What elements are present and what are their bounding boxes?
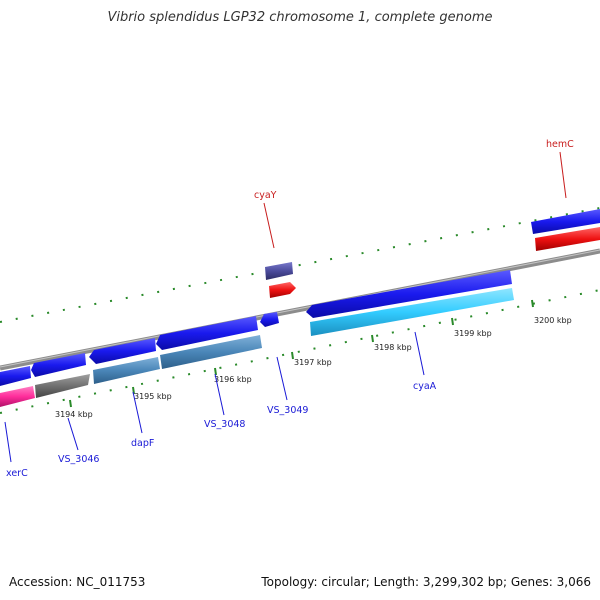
kbp-labels: 3194 kbp 3195 kbp 3196 kbp 3197 kbp 3198…: [55, 316, 572, 419]
kbp-3200: 3200 kbp: [534, 316, 572, 325]
label-leaders-red: [263, 151, 567, 249]
outer-tick-track: [0, 207, 600, 323]
kbp-3196: 3196 kbp: [214, 375, 252, 384]
gene-cyaA: cyaA: [413, 381, 437, 392]
cds-forward-2: [31, 353, 86, 377]
cds-navy: [265, 262, 293, 280]
cds-steel-2: [160, 335, 262, 369]
cds-forward-6: [306, 270, 512, 318]
kbp-3198: 3198 kbp: [374, 343, 412, 352]
chromosome-backbone: [0, 248, 600, 371]
forward-strand-genes: [0, 209, 600, 386]
gene-labels: xerC VS_3046 dapF VS_3048 VS_3049 cyaA c…: [6, 139, 574, 479]
cds-forward-7: [531, 209, 600, 234]
gene-hemC: hemC: [546, 139, 574, 150]
label-leaders-blue: [4, 331, 425, 463]
cds-forward-1: [0, 366, 31, 386]
cds-gray: [35, 374, 90, 398]
cds-forward-5: [260, 312, 279, 327]
cds-cyan: [310, 288, 514, 336]
map-title: Vibrio splendidus LGP32 chromosome 1, co…: [107, 10, 493, 25]
gene-xerC: xerC: [6, 468, 28, 479]
topology-text: Topology: circular; Length: 3,299,302 bp…: [261, 575, 591, 589]
gene-dapF: dapF: [131, 438, 154, 449]
gene-VS_3049: VS_3049: [267, 405, 308, 416]
gene-VS_3048: VS_3048: [204, 419, 245, 430]
cds-forward-4: [156, 316, 258, 350]
kbp-3195: 3195 kbp: [134, 392, 172, 401]
kbp-3199: 3199 kbp: [454, 329, 492, 338]
cds-forward-3: [89, 338, 156, 364]
cyaY-genes: [265, 262, 296, 298]
rrna-red-small: [269, 282, 296, 298]
gene-VS_3046: VS_3046: [58, 454, 99, 465]
major-ticks: [69, 299, 534, 408]
gene-cyaY: cyaY: [254, 190, 277, 201]
kbp-3197: 3197 kbp: [294, 358, 332, 367]
reverse-strand-genes: [0, 227, 600, 407]
kbp-3194: 3194 kbp: [55, 410, 93, 419]
cds-steel-1: [93, 357, 160, 384]
rrna-red-right: [535, 227, 600, 251]
accession-text: Accession: NC_011753: [9, 575, 146, 589]
cds-pink: [0, 386, 35, 407]
